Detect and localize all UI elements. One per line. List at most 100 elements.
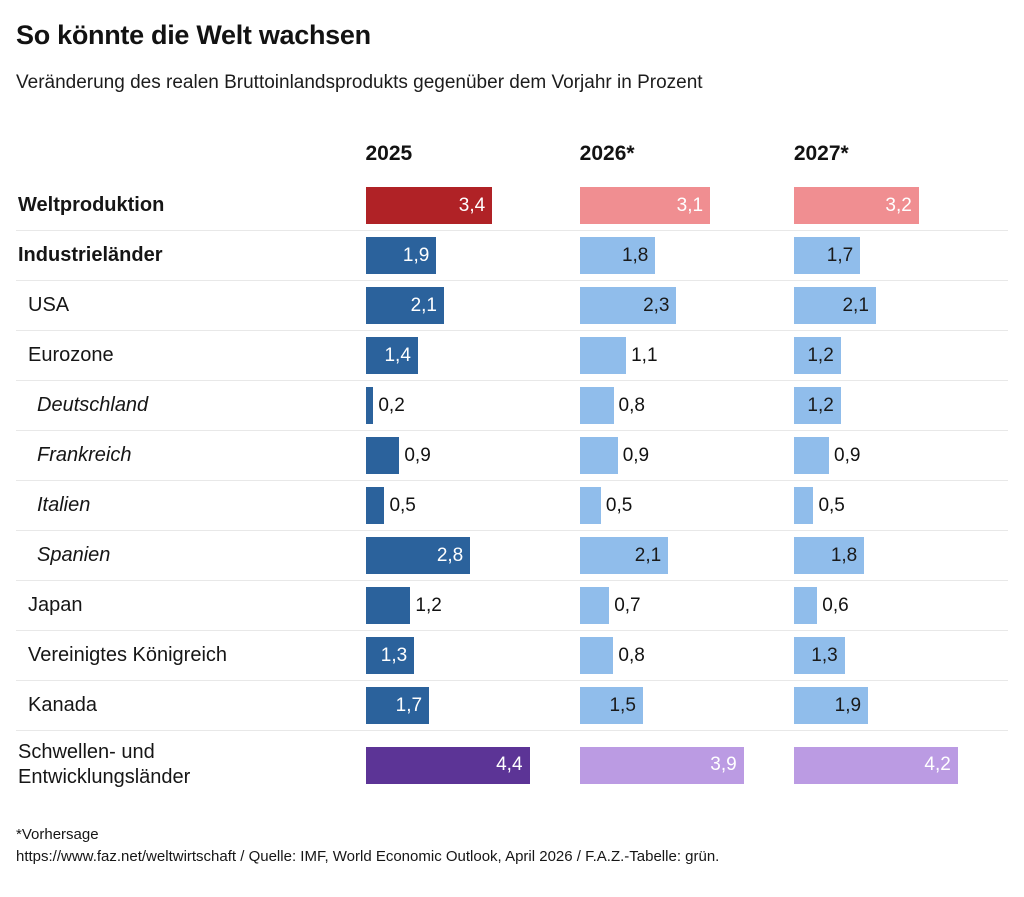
table-row: Industrieländer 1,9 1,8 1,7 <box>16 230 1008 280</box>
bar <box>793 587 818 625</box>
bar <box>579 587 610 625</box>
bar: 2,3 <box>579 287 677 325</box>
table-row: Japan 1,2 0,7 0,6 <box>16 580 1008 630</box>
page-subtitle: Veränderung des realen Bruttoinlandsprod… <box>16 72 703 94</box>
bar-value-label: 1,8 <box>830 544 858 566</box>
table-header-row: 2025 2026* 2027* <box>16 142 1008 181</box>
column-header: 2026* <box>579 142 635 166</box>
bar-cell: 1,2 <box>793 337 1008 375</box>
bar-value-label: 1,4 <box>384 344 411 366</box>
bar: 1,4 <box>365 337 418 375</box>
bar-value-label: 0,6 <box>822 594 849 616</box>
bar: 2,1 <box>365 287 444 325</box>
bar <box>579 387 614 425</box>
bar-cell: 2,1 <box>365 287 580 325</box>
table-row: Weltproduktion 3,4 3,1 3,2 <box>16 181 1008 230</box>
bar: 2,8 <box>365 537 471 575</box>
bar-value-label: 3,9 <box>710 754 737 776</box>
row-label: Japan <box>28 594 83 617</box>
bar <box>579 487 601 525</box>
bar-value-label: 1,7 <box>395 694 423 716</box>
bar-cell: 1,1 <box>579 337 794 375</box>
row-label: Industrieländer <box>18 244 163 267</box>
bar-cell: 4,2 <box>793 746 1008 784</box>
bar-value-label: 0,2 <box>378 394 405 416</box>
bar-value-label: 0,9 <box>404 444 431 466</box>
bar-cell: 3,4 <box>365 187 580 225</box>
table-row: Italien 0,5 0,5 0,5 <box>16 480 1008 530</box>
row-label: Schwellen- und Entwicklungsländer <box>18 741 191 789</box>
bar-value-label: 0,7 <box>614 594 641 616</box>
column-header: 2025 <box>365 142 413 166</box>
table-row: Vereinigtes Königreich 1,3 0,8 1,3 <box>16 630 1008 680</box>
bar: 1,3 <box>793 637 845 675</box>
bar-value-label: 1,3 <box>380 644 408 666</box>
bar-cell: 3,9 <box>579 746 794 784</box>
bar-value-label: 2,8 <box>436 544 464 566</box>
row-label: USA <box>28 294 70 317</box>
bar <box>365 387 374 425</box>
bar: 3,1 <box>579 187 711 225</box>
bar: 1,7 <box>793 237 861 275</box>
bar: 1,9 <box>365 237 437 275</box>
bar-value-label: 1,7 <box>826 244 854 266</box>
growth-table: 2025 2026* 2027* Weltproduktion 3,4 3,1 3,2 In… <box>16 142 1008 799</box>
bar-value-label: 0,8 <box>618 644 645 666</box>
bar-cell: 1,2 <box>365 587 580 625</box>
bar-cell: 4,4 <box>365 746 580 784</box>
bar-value-label: 0,9 <box>834 444 861 466</box>
bar: 1,8 <box>579 237 656 275</box>
bar-value-label: 4,4 <box>496 754 523 776</box>
page: So könnte die Welt wachsen Veränderung d… <box>16 20 1008 868</box>
bar-cell: 0,2 <box>365 387 580 425</box>
bar-cell: 0,5 <box>365 487 580 525</box>
bar-cell: 1,7 <box>365 687 580 725</box>
bar-cell: 1,9 <box>793 687 1008 725</box>
bar: 2,1 <box>793 287 876 325</box>
bar: 2,1 <box>579 537 669 575</box>
bar-cell: 0,5 <box>793 487 1008 525</box>
table-row: Eurozone 1,4 1,1 1,2 <box>16 330 1008 380</box>
bar: 4,2 <box>793 746 958 784</box>
table-row: Spanien 2,8 2,1 1,8 <box>16 530 1008 580</box>
bar: 1,2 <box>793 387 841 425</box>
bar-cell: 3,1 <box>579 187 794 225</box>
bar-value-label: 1,5 <box>609 694 636 716</box>
bar-cell: 1,8 <box>579 237 794 275</box>
bar-cell: 3,2 <box>793 187 1008 225</box>
bar: 3,9 <box>579 746 744 784</box>
bar-cell: 1,5 <box>579 687 794 725</box>
bar-cell: 1,3 <box>793 637 1008 675</box>
table-row: Deutschland 0,2 0,8 1,2 <box>16 380 1008 430</box>
footer: *Vorhersage https://www.faz.net/weltwirt… <box>16 824 1008 868</box>
bar-cell: 0,7 <box>579 587 794 625</box>
bar-value-label: 1,2 <box>807 394 834 416</box>
bar-cell: 2,8 <box>365 537 580 575</box>
bar-value-label: 1,9 <box>402 244 430 266</box>
row-label: Frankreich <box>37 444 132 467</box>
bar <box>793 487 814 525</box>
bar-value-label: 4,2 <box>924 754 951 776</box>
bar <box>365 487 385 525</box>
bar-value-label: 0,8 <box>618 394 645 416</box>
bar-value-label: 2,1 <box>842 294 869 316</box>
bar-value-label: 1,1 <box>631 344 658 366</box>
bar: 3,4 <box>365 187 493 225</box>
page-title: So könnte die Welt wachsen <box>16 20 371 50</box>
bar-value-label: 2,1 <box>634 544 662 566</box>
bar-cell: 0,9 <box>793 437 1008 475</box>
bar-cell: 0,5 <box>579 487 794 525</box>
table-row: USA 2,1 2,3 2,1 <box>16 280 1008 330</box>
bar: 1,8 <box>793 537 865 575</box>
bar <box>365 587 411 625</box>
row-label: Kanada <box>28 694 97 717</box>
bar-cell: 0,8 <box>579 387 794 425</box>
bar <box>579 337 627 375</box>
bar-cell: 2,3 <box>579 287 794 325</box>
bar-cell: 1,7 <box>793 237 1008 275</box>
bar-cell: 2,1 <box>579 537 794 575</box>
bar-cell: 1,2 <box>793 387 1008 425</box>
bar <box>579 637 614 675</box>
bar: 1,7 <box>365 687 430 725</box>
bar: 1,9 <box>793 687 869 725</box>
